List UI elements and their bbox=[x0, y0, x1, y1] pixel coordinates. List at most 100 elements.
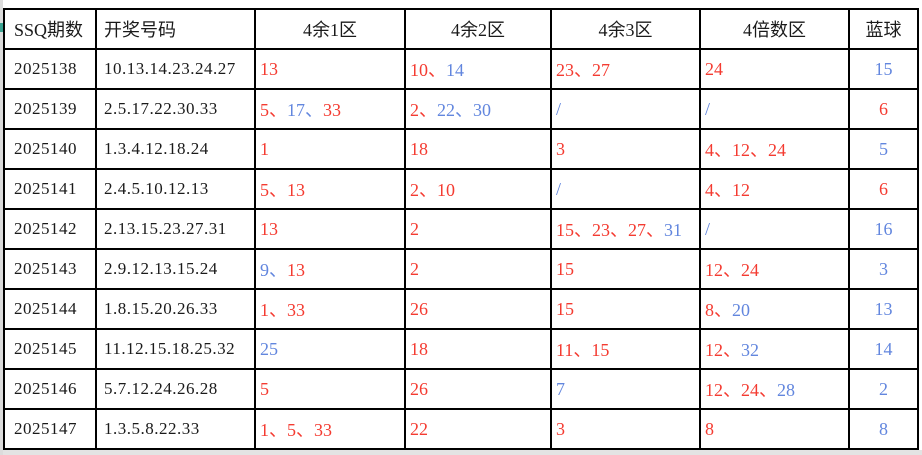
zone2-cell: 2、22、30 bbox=[404, 88, 552, 130]
number-segment: 10、 bbox=[410, 60, 446, 80]
number-segment: 32 bbox=[741, 340, 759, 360]
header-blue-ball: 蓝球 bbox=[848, 8, 919, 50]
number-segment: 8 bbox=[705, 418, 714, 439]
zone1-cell: 13 bbox=[254, 208, 406, 250]
table-row: 2025142 2.13.15.23.27.31 13 2 15、23、27、31/16 bbox=[3, 208, 919, 250]
header-mod4-remainder1-zone: 4余1区 bbox=[254, 8, 406, 50]
zone1-cell: 1、5、33 bbox=[254, 408, 406, 450]
number-segment: / bbox=[705, 218, 711, 239]
zone2-cell: 26 bbox=[404, 288, 552, 330]
zone3-cell: 3 bbox=[550, 408, 701, 450]
number-segment: / bbox=[556, 98, 562, 119]
number-segment: / bbox=[705, 98, 711, 119]
table-body: 2025138 10.13.14.23.24.27 13 10、14 23、27 24 15… bbox=[3, 48, 919, 450]
zone3-cell: / bbox=[550, 88, 701, 130]
number-segment: 15 bbox=[556, 298, 574, 319]
zone3-cell: 11、15 bbox=[550, 328, 701, 370]
zone4-cell: 4、12 bbox=[699, 168, 850, 210]
period-cell: 2025144 bbox=[3, 288, 97, 330]
number-segment: 13 bbox=[260, 218, 278, 239]
number-segment: 8、 bbox=[705, 300, 732, 320]
zone4-cell: 12、24 bbox=[699, 248, 850, 290]
table-row: 2025139 2.5.17.22.30.33 5、17、33 2、22、30//6 bbox=[3, 88, 919, 130]
zone4-cell: 4、12、24 bbox=[699, 128, 850, 170]
winning-numbers-cell: 10.13.14.23.24.27 bbox=[95, 48, 256, 90]
blue-ball-cell: 5 bbox=[848, 128, 919, 170]
zone4-cell: / bbox=[699, 208, 850, 250]
number-segment: 2、10 bbox=[410, 180, 455, 200]
zone1-cell: 5、17、33 bbox=[254, 88, 406, 130]
blue-ball-cell: 15 bbox=[848, 48, 919, 90]
table-row: 2025147 1.3.5.8.22.33 1、5、33 22 3 8 8 bbox=[3, 408, 919, 450]
number-segment: 3 bbox=[556, 138, 565, 159]
number-segment: 5、 bbox=[260, 100, 287, 120]
zone4-cell: 8 bbox=[699, 408, 850, 450]
zone2-cell: 10、14 bbox=[404, 48, 552, 90]
zone3-cell: 7 bbox=[550, 368, 701, 410]
winning-numbers-cell: 2.9.12.13.15.24 bbox=[95, 248, 256, 290]
header-mod4-remainder2-zone: 4余2区 bbox=[404, 8, 552, 50]
number-segment: 14 bbox=[446, 60, 464, 80]
winning-numbers-cell: 11.12.15.18.25.32 bbox=[95, 328, 256, 370]
table-row: 2025138 10.13.14.23.24.27 13 10、14 23、27 24 15 bbox=[3, 48, 919, 90]
zone3-cell: 15、23、27、31 bbox=[550, 208, 701, 250]
blue-ball-cell: 6 bbox=[848, 168, 919, 210]
zone2-cell: 18 bbox=[404, 128, 552, 170]
number-segment: 9、 bbox=[260, 260, 287, 280]
zone4-cell: 12、24、28 bbox=[699, 368, 850, 410]
number-segment: 31 bbox=[664, 220, 682, 240]
period-cell: 2025143 bbox=[3, 248, 97, 290]
number-segment: 15 bbox=[556, 258, 574, 279]
table-row: 2025146 5.7.12.24.26.28 5 26 7 12、24、28 2 bbox=[3, 368, 919, 410]
zone3-cell: 15 bbox=[550, 248, 701, 290]
number-segment: 5 bbox=[260, 378, 269, 399]
blue-ball-cell: 8 bbox=[848, 408, 919, 450]
blue-ball-cell: 3 bbox=[848, 248, 919, 290]
zone3-cell: 3 bbox=[550, 128, 701, 170]
number-segment: 4、12 bbox=[705, 180, 750, 200]
blue-ball-cell: 6 bbox=[848, 88, 919, 130]
period-cell: 2025140 bbox=[3, 128, 97, 170]
number-segment: 2 bbox=[410, 258, 419, 279]
number-segment: 13 bbox=[260, 58, 278, 79]
number-segment: 1 bbox=[260, 138, 269, 159]
number-segment: 7 bbox=[556, 378, 565, 399]
number-segment: 3 bbox=[556, 418, 565, 439]
winning-numbers-cell: 1.8.15.20.26.33 bbox=[95, 288, 256, 330]
blue-ball-cell: 2 bbox=[848, 368, 919, 410]
number-segment: 12、 bbox=[705, 340, 741, 360]
header-row: SSQ期数 开奖号码 4余1区 4余2区 4余3区 4倍数区 蓝球 bbox=[3, 8, 919, 50]
number-segment: 25 bbox=[260, 338, 278, 359]
zone1-cell: 5 bbox=[254, 368, 406, 410]
zone1-cell: 9、13 bbox=[254, 248, 406, 290]
number-segment: 24 bbox=[705, 58, 723, 79]
winning-numbers-cell: 1.3.4.12.18.24 bbox=[95, 128, 256, 170]
header-period: SSQ期数 bbox=[3, 8, 97, 50]
worksheet-edge-strip bbox=[0, 0, 3, 455]
winning-numbers-cell: 1.3.5.8.22.33 bbox=[95, 408, 256, 450]
header-winning-numbers: 开奖号码 bbox=[95, 8, 256, 50]
zone2-cell: 26 bbox=[404, 368, 552, 410]
header-mod4-remainder3-zone: 4余3区 bbox=[550, 8, 701, 50]
period-cell: 2025147 bbox=[3, 408, 97, 450]
zone3-cell: / bbox=[550, 168, 701, 210]
number-segment: 13 bbox=[287, 260, 305, 280]
blue-ball-cell: 13 bbox=[848, 288, 919, 330]
zone2-cell: 2 bbox=[404, 248, 552, 290]
number-segment: 23、27 bbox=[556, 60, 610, 80]
zone4-cell: / bbox=[699, 88, 850, 130]
winning-numbers-cell: 2.13.15.23.27.31 bbox=[95, 208, 256, 250]
number-segment: 20 bbox=[732, 300, 750, 320]
zone1-cell: 13 bbox=[254, 48, 406, 90]
table-row: 2025144 1.8.15.20.26.33 1、33 26 15 8、20 13 bbox=[3, 288, 919, 330]
number-segment: 12、24、 bbox=[705, 380, 777, 400]
winning-numbers-cell: 2.4.5.10.12.13 bbox=[95, 168, 256, 210]
number-segment: 2 bbox=[410, 218, 419, 239]
number-segment: 26 bbox=[410, 378, 428, 399]
zone4-cell: 12、32 bbox=[699, 328, 850, 370]
number-segment: 12、24 bbox=[705, 260, 759, 280]
table-row: 2025140 1.3.4.12.18.24 1 18 3 4、12、24 5 bbox=[3, 128, 919, 170]
selection-tick-mark bbox=[0, 23, 3, 32]
blue-ball-cell: 16 bbox=[848, 208, 919, 250]
zone1-cell: 1、33 bbox=[254, 288, 406, 330]
